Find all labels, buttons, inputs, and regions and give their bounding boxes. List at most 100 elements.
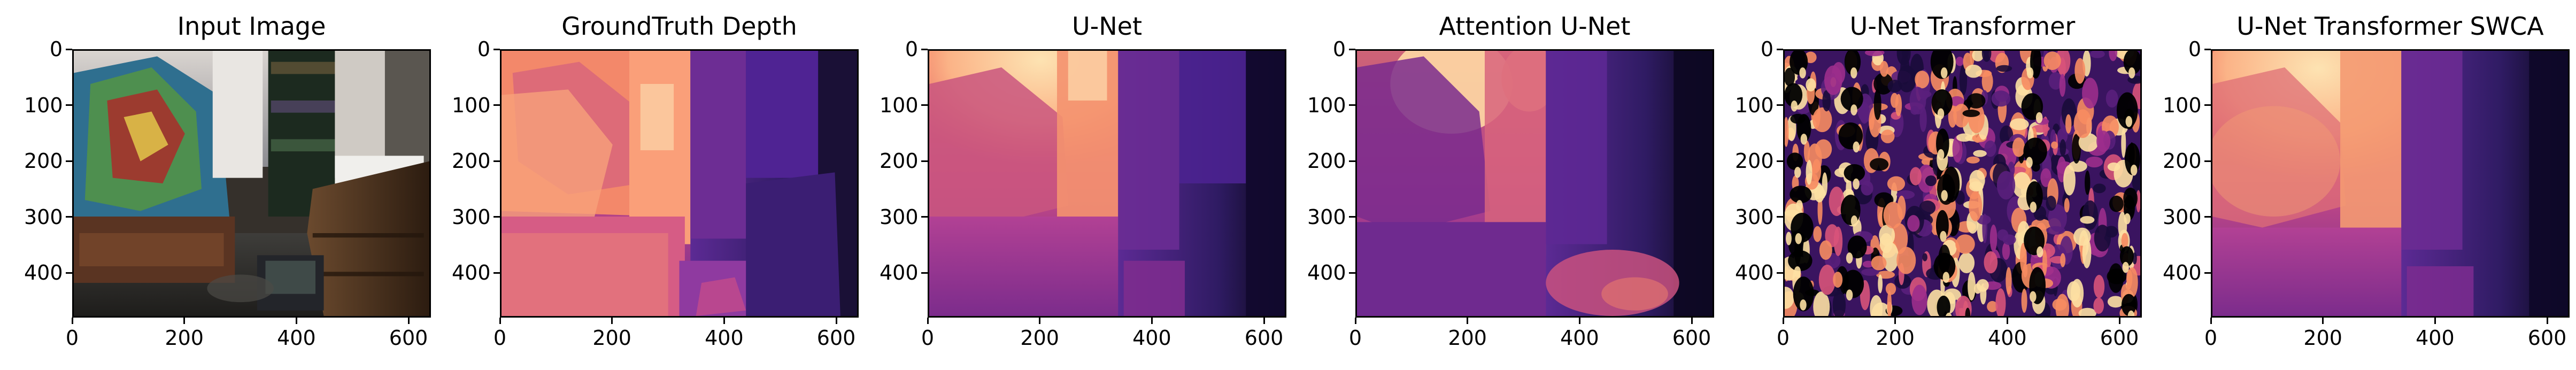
y-tick-label: 400 [24,261,63,285]
x-tick [183,318,186,324]
y-tick-label: 200 [2163,149,2202,173]
y-tick [1777,216,1783,218]
y-tick-label: 400 [880,261,919,285]
y-tick-label: 0 [477,37,490,61]
y-tick [493,160,500,162]
x-tick [407,318,410,324]
y-tick [493,216,500,218]
x-tick [1151,318,1153,324]
x-tick [1894,318,1896,324]
x-tick [71,318,73,324]
x-tick-label: 0 [493,326,507,350]
y-tick [1349,216,1355,218]
y-tick-label: 400 [1307,261,1346,285]
image-area [928,49,1286,318]
y-tick [1777,104,1783,106]
y-tick-label: 300 [24,205,63,229]
y-tick-label: 200 [880,149,919,173]
panel-title: GroundTruth Depth [561,12,797,41]
x-tick-label: 400 [705,326,744,350]
x-tick-label: 200 [165,326,204,350]
y-tick-label: 200 [1735,149,1774,173]
x-tick [1039,318,1041,324]
x-tick [611,318,613,324]
x-tick-label: 400 [1988,326,2027,350]
y-tick [493,104,500,106]
y-tick [66,272,72,274]
y-tick-label: 100 [1307,93,1346,117]
y-tick [2204,104,2211,106]
image-content [502,51,857,316]
image-area [1355,49,1714,318]
x-tick [2006,318,2008,324]
x-tick [1467,318,1469,324]
x-tick-label: 0 [2204,326,2218,350]
y-tick [1777,48,1783,50]
y-tick-label: 200 [24,149,63,173]
y-tick [66,216,72,218]
x-tick [2118,318,2120,324]
image-area [500,49,859,318]
y-tick [921,216,928,218]
x-tick-label: 400 [277,326,316,350]
y-tick [66,104,72,106]
y-tick-label: 400 [452,261,491,285]
x-tick-label: 200 [2303,326,2342,350]
image-content [929,51,1285,316]
x-tick [1354,318,1356,324]
x-tick-label: 0 [921,326,935,350]
x-tick-label: 400 [2416,326,2455,350]
y-tick-label: 200 [452,149,491,173]
image-area [72,49,431,318]
y-tick-label: 100 [24,93,63,117]
y-tick-label: 300 [880,205,919,229]
x-tick-label: 200 [1448,326,1487,350]
image-area [1783,49,2142,318]
y-tick-label: 200 [1307,149,1346,173]
x-tick [723,318,725,324]
y-tick [1349,104,1355,106]
y-tick-label: 100 [452,93,491,117]
x-tick-label: 400 [1132,326,1171,350]
panel-title: U-Net Transformer [1849,12,2076,41]
y-tick-label: 100 [1735,93,1774,117]
x-tick [2210,318,2212,324]
y-tick [1349,160,1355,162]
y-tick-label: 0 [1332,37,1346,61]
y-tick-label: 400 [1735,261,1774,285]
x-tick-label: 0 [1776,326,1790,350]
x-tick-label: 200 [1876,326,1915,350]
x-tick [1782,318,1784,324]
y-tick [1777,272,1783,274]
x-tick [295,318,297,324]
image-area [2211,49,2570,318]
y-tick-label: 300 [452,205,491,229]
y-tick-label: 100 [880,93,919,117]
x-tick-label: 200 [1020,326,1059,350]
y-tick [2204,160,2211,162]
y-tick [493,48,500,50]
image-content [1357,51,1713,316]
x-tick [1691,318,1693,324]
x-tick-label: 600 [2527,326,2567,350]
y-tick [2204,272,2211,274]
panel-title: Input Image [177,12,326,41]
y-tick [921,272,928,274]
x-tick [2434,318,2436,324]
y-tick [1349,272,1355,274]
x-tick-label: 0 [1348,326,1362,350]
y-tick [921,160,928,162]
y-tick [1349,48,1355,50]
x-tick [1263,318,1265,324]
x-tick-label: 200 [592,326,631,350]
y-tick-label: 300 [2163,205,2202,229]
y-tick [2204,216,2211,218]
y-tick-label: 100 [2163,93,2202,117]
y-tick [2204,48,2211,50]
panel-title: U-Net [1071,12,1142,41]
x-tick-label: 600 [1672,326,1711,350]
y-tick-label: 300 [1307,205,1346,229]
x-tick-label: 600 [389,326,428,350]
y-tick-label: 0 [1760,37,1773,61]
